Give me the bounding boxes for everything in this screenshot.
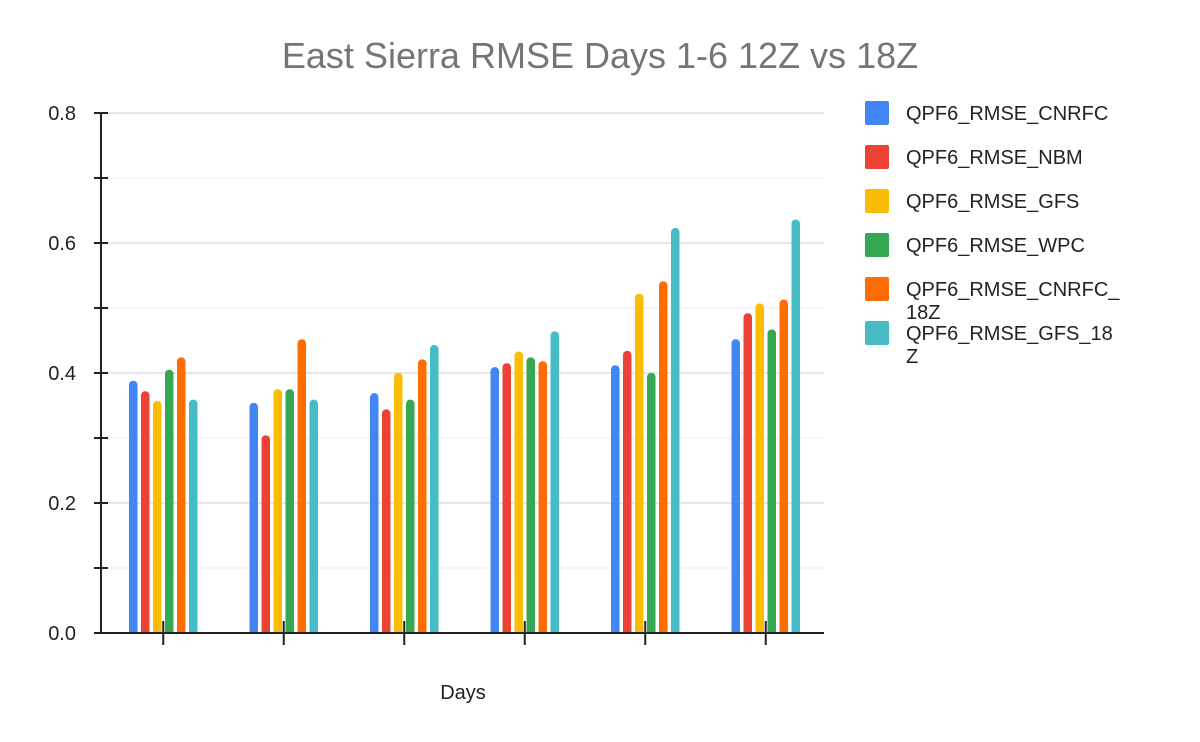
legend-swatch bbox=[865, 277, 889, 301]
chart-title: East Sierra RMSE Days 1-6 12Z vs 18Z bbox=[282, 35, 918, 76]
bar-base bbox=[189, 628, 198, 633]
bars bbox=[129, 219, 800, 634]
bar bbox=[538, 361, 547, 633]
bar bbox=[261, 435, 270, 633]
legend-swatch bbox=[865, 189, 889, 213]
bar-base bbox=[635, 628, 644, 633]
bar-base bbox=[550, 628, 559, 633]
bar bbox=[526, 357, 535, 633]
bar-base bbox=[418, 628, 427, 633]
bar bbox=[671, 228, 680, 634]
bar bbox=[418, 359, 427, 633]
bar-base bbox=[791, 628, 800, 633]
legend-label: QPF6_RMSE_CNRFC bbox=[906, 103, 1108, 125]
bar-base bbox=[297, 628, 306, 633]
bar bbox=[153, 400, 162, 633]
bar bbox=[791, 219, 800, 633]
bar bbox=[309, 399, 318, 633]
bar bbox=[743, 313, 752, 633]
bar bbox=[514, 351, 523, 633]
y-tick-label: 0.8 bbox=[48, 103, 76, 125]
bar-base bbox=[382, 628, 391, 633]
bar-base bbox=[165, 628, 174, 633]
bar bbox=[731, 339, 740, 633]
bar bbox=[189, 399, 198, 633]
legend-label: 18Z bbox=[906, 302, 940, 324]
legend: QPF6_RMSE_CNRFC QPF6_RMSE_NBM QPF6_RMSE_GF… bbox=[865, 101, 1120, 368]
y-tick-label: 0.0 bbox=[48, 623, 76, 645]
legend-label: QPF6_RMSE_GFS bbox=[906, 191, 1079, 213]
bar bbox=[659, 281, 668, 633]
bar-base bbox=[779, 628, 788, 633]
bar-base bbox=[731, 628, 740, 633]
bar bbox=[430, 345, 439, 633]
bar bbox=[755, 303, 764, 633]
bar bbox=[611, 365, 620, 633]
gridlines bbox=[101, 112, 824, 569]
bar bbox=[779, 299, 788, 633]
bar-base bbox=[647, 628, 656, 633]
bar bbox=[635, 293, 644, 633]
bar bbox=[394, 373, 403, 633]
bar-base bbox=[743, 628, 752, 633]
bar-base bbox=[755, 628, 764, 633]
bar bbox=[249, 402, 258, 633]
bar-base bbox=[430, 628, 439, 633]
bar-base bbox=[153, 628, 162, 633]
legend-label: QPF6_RMSE_WPC bbox=[906, 235, 1085, 257]
bar bbox=[502, 363, 511, 633]
bar-base bbox=[273, 628, 282, 633]
bar-base bbox=[249, 628, 258, 633]
bar bbox=[382, 409, 391, 633]
bar-base bbox=[370, 628, 379, 633]
legend-label: QPF6_RMSE_GFS_18 bbox=[906, 323, 1113, 345]
bar bbox=[129, 380, 138, 633]
bar bbox=[177, 357, 186, 633]
bar-base bbox=[141, 628, 150, 633]
bar-base bbox=[514, 628, 523, 633]
bar bbox=[141, 391, 150, 633]
bar-base bbox=[623, 628, 632, 633]
y-tick-label: 0.2 bbox=[48, 493, 76, 515]
legend-label: Z bbox=[906, 346, 918, 368]
bar-base bbox=[285, 628, 294, 633]
bar-base bbox=[406, 628, 415, 633]
bar bbox=[273, 389, 282, 633]
bar-base bbox=[394, 628, 403, 633]
bar-base bbox=[671, 628, 680, 633]
bar bbox=[297, 339, 306, 633]
bar bbox=[623, 350, 632, 633]
bar-base bbox=[261, 628, 270, 633]
legend-label: QPF6_RMSE_CNRFC_ bbox=[906, 279, 1120, 301]
bar bbox=[647, 373, 656, 633]
legend-swatch bbox=[865, 321, 889, 345]
bar-base bbox=[538, 628, 547, 633]
legend-label: QPF6_RMSE_NBM bbox=[906, 147, 1083, 169]
bar-base bbox=[309, 628, 318, 633]
y-tick-label: 0.6 bbox=[48, 233, 76, 255]
bar-base bbox=[767, 628, 776, 633]
bar bbox=[406, 399, 415, 633]
x-axis-title: Days bbox=[440, 682, 486, 704]
bar-base bbox=[502, 628, 511, 633]
bar-base bbox=[526, 628, 535, 633]
legend-swatch bbox=[865, 101, 889, 125]
bar bbox=[550, 331, 559, 633]
bar-base bbox=[659, 628, 668, 633]
bar bbox=[490, 367, 499, 633]
bar bbox=[767, 329, 776, 633]
y-tick-label: 0.4 bbox=[48, 363, 76, 385]
bar-base bbox=[129, 628, 138, 633]
bar bbox=[165, 369, 174, 633]
bar-base bbox=[490, 628, 499, 633]
axes: 0.0 0.2 0.4 0.6 0.8 bbox=[48, 103, 824, 645]
legend-swatch bbox=[865, 145, 889, 169]
legend-swatch bbox=[865, 233, 889, 257]
bar bbox=[285, 389, 294, 633]
bar bbox=[370, 393, 379, 633]
bar-base bbox=[177, 628, 186, 633]
bar-base bbox=[611, 628, 620, 633]
